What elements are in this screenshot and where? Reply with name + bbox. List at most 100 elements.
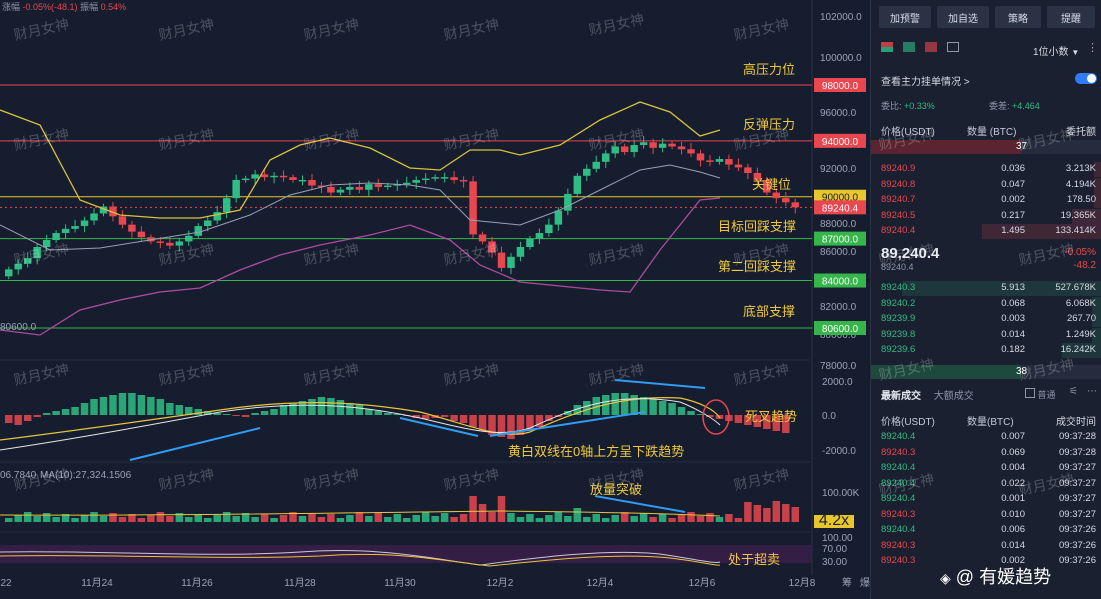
price-level-label: 90000.0 [814, 189, 866, 204]
macd-bar [507, 415, 515, 439]
bid-row[interactable]: 89240.3 5.913 527.678K [871, 281, 1101, 296]
candle-body [298, 179, 307, 182]
depth-bar [982, 224, 1101, 239]
volume-bar [317, 517, 326, 522]
trade-row[interactable]: 89240.4 0.004 09:37:27 [871, 461, 1101, 476]
candle-body [535, 233, 544, 239]
add-alert-button[interactable]: 加预警 [879, 6, 931, 28]
volume-axis-tick: 100.00K [822, 488, 860, 499]
candle-body [497, 252, 506, 268]
price-level-text: 84000.0 [822, 277, 859, 288]
price: 89240.3 [881, 446, 916, 458]
depth-bar [1094, 193, 1101, 208]
trade-row[interactable]: 89240.4 0.007 09:37:28 [871, 430, 1101, 445]
strategy-button[interactable]: 策略 [995, 6, 1041, 28]
price-level-text: 87000.0 [822, 235, 859, 246]
both-sides-icon[interactable] [881, 42, 893, 52]
macd-bar [744, 415, 752, 425]
remind-button[interactable]: 提醒 [1047, 6, 1095, 28]
macd-bar [80, 403, 89, 415]
macd-bar [71, 407, 79, 415]
trade-row[interactable]: 89240.3 0.002 09:37:26 [871, 554, 1101, 569]
trade-row[interactable]: 89240.4 0.001 09:37:27 [871, 492, 1101, 507]
price: 89240.9 [881, 163, 916, 174]
main-orders-toggle[interactable] [1075, 73, 1097, 84]
ask-row[interactable]: 89240.8 0.047 4.194K [871, 177, 1101, 193]
more-icon[interactable]: ⋯ [1087, 386, 1097, 397]
volume-bar [791, 507, 799, 522]
quantity: 0.004 [1001, 462, 1025, 473]
volume-ma-label: MA(10):27,324.1506 [40, 470, 132, 481]
candle-body [782, 198, 790, 203]
bid-row[interactable]: 89240.2 0.068 6.068K [871, 296, 1101, 312]
volume-bar [137, 518, 146, 522]
volume-bar [526, 514, 534, 522]
ask-row[interactable]: 89240.7 0.002 178.50 [871, 193, 1101, 208]
candle-body [706, 160, 714, 162]
x-axis-tick: 12月6 [689, 577, 716, 589]
quantity: 1.495 [1001, 225, 1025, 236]
volume-bar [365, 516, 373, 522]
filter-icon[interactable]: ⚟ [1069, 386, 1078, 397]
bids-only-icon[interactable] [903, 42, 915, 52]
rsi-band [0, 545, 812, 563]
quantity: 0.068 [1001, 297, 1025, 309]
macd-bar [384, 413, 392, 415]
candle-body [696, 153, 705, 161]
macd-bar [166, 403, 174, 415]
kline-chart[interactable]: 102000.0 100000.0 96000.0 92000.0 88000.0 860… [0, 0, 870, 599]
volume-bar [251, 517, 259, 522]
macd-bar [440, 415, 449, 417]
volume-bar [478, 504, 487, 522]
volume-bar [279, 515, 288, 522]
normal-filter[interactable]: 普通 [1025, 388, 1056, 401]
annotation-volume-note: 放量突破 [590, 482, 642, 497]
trade-row[interactable]: 89240.3 0.069 09:37:28 [871, 446, 1101, 461]
bid-row[interactable]: 89239.9 0.003 267.70 [871, 312, 1101, 327]
volume-bar [33, 516, 41, 522]
volume-bar [630, 516, 638, 522]
candle-body [677, 146, 686, 150]
candle-body [744, 167, 752, 173]
ask-row[interactable]: 89240.5 0.217 19.365K [871, 208, 1101, 224]
price-level-text: 89240.4 [822, 203, 859, 214]
candles [5, 136, 799, 280]
volume-ma-line [0, 510, 721, 517]
trade-row[interactable]: 89240.3 0.014 09:37:26 [871, 539, 1101, 554]
volume-bar [507, 513, 515, 522]
volume-bar [204, 518, 212, 522]
trade-row[interactable]: 89240.4 0.022 09:37:27 [871, 477, 1101, 492]
more-icon[interactable]: ⋮ [1087, 42, 1098, 54]
macd-bar [687, 411, 695, 415]
candle-body [118, 216, 127, 225]
volume-bar [772, 501, 781, 522]
ask-count: 37 [1016, 141, 1028, 152]
precision-select[interactable]: 1位小数 ▼ [1033, 43, 1079, 58]
macd-bar [374, 411, 383, 415]
x-axis-tick: 11月28 [284, 577, 316, 589]
candle-body [753, 172, 762, 180]
bid-row[interactable]: 89239.8 0.014 1.249K [871, 327, 1101, 343]
depth-icon[interactable] [947, 42, 959, 52]
bid-row[interactable]: 89239.6 0.182 16.242K [871, 343, 1101, 358]
candle-body [270, 175, 278, 178]
price-level-box [814, 200, 866, 215]
trade-row[interactable]: 89240.3 0.010 09:37:27 [871, 508, 1101, 523]
volume-bar [753, 505, 762, 522]
trade-row[interactable]: 89240.4 0.006 09:37:26 [871, 523, 1101, 538]
price: 89240.4 [881, 431, 916, 442]
tab-latest-trades[interactable]: 最新成交 [881, 391, 921, 402]
macd-bar [185, 407, 193, 415]
ask-row[interactable]: 89240.4 1.495 133.414K [871, 224, 1101, 239]
amount: 09:37:27 [1059, 508, 1096, 520]
ask-row[interactable]: 89240.9 0.036 3.213K [871, 162, 1101, 177]
chart-canvas[interactable]: 102000.0 100000.0 96000.0 92000.0 88000.0 860… [0, 0, 870, 599]
ask-summary-bar: 37 [871, 140, 1101, 154]
annotation-second-support: 第二回踩支撑 [718, 259, 796, 274]
trend-arrow [399, 417, 479, 437]
add-watchlist-button[interactable]: 加自选 [937, 6, 989, 28]
last-price-block: 89,240.4 89240.4 -0.05% -48.2 [881, 245, 1096, 275]
tab-large-trades[interactable]: 大额成交 [933, 391, 974, 402]
asks-only-icon[interactable] [925, 42, 937, 52]
main-orders-link[interactable]: 查看主力挂单情况 > [881, 73, 970, 88]
